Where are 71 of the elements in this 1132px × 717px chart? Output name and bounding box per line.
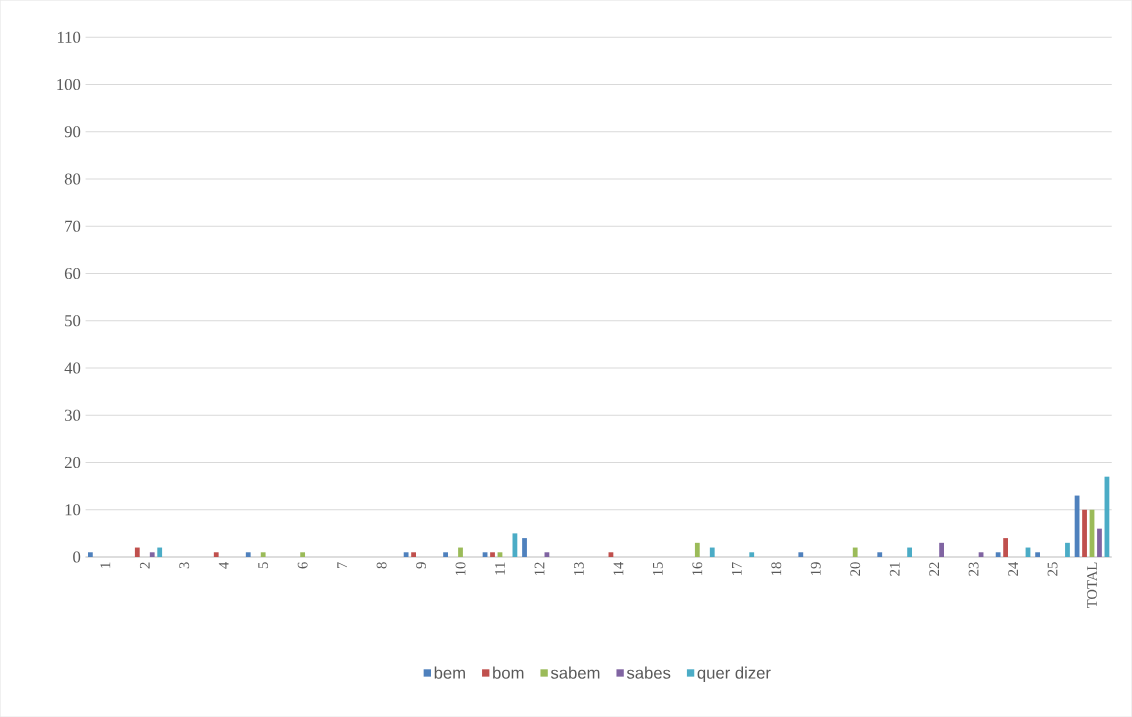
bar — [403, 552, 409, 557]
x-tick-label: 10 — [455, 562, 466, 575]
bar — [995, 552, 1001, 557]
x-tick-label: 21 — [889, 562, 900, 576]
x-tick-label: 4 — [218, 561, 229, 569]
x-tick-label: 6 — [297, 562, 308, 569]
x-tick-label: 15 — [652, 562, 663, 575]
x-tick-label: 8 — [376, 562, 387, 569]
bar — [411, 552, 416, 557]
x-tick-label: 13 — [574, 562, 584, 575]
bar — [149, 552, 155, 557]
x-tick-label: 7 — [337, 562, 347, 568]
bar — [213, 552, 219, 557]
x-tick-label: 20 — [850, 562, 861, 576]
y-tick-label: 10 — [65, 504, 81, 516]
bar — [522, 538, 527, 557]
bar — [1097, 528, 1102, 557]
y-tick-label: 80 — [64, 173, 81, 185]
bar — [490, 552, 495, 557]
bar — [1003, 538, 1009, 557]
x-tick-label: TOTAL — [1087, 562, 1097, 608]
bar — [260, 552, 266, 557]
bar — [798, 552, 804, 557]
x-tick-label: 18 — [771, 562, 782, 575]
legend-label: quer dizer — [697, 666, 771, 682]
y-tick-label: 100 — [57, 78, 81, 91]
x-tick-label: 14 — [613, 561, 624, 575]
bar — [134, 547, 140, 557]
bar — [749, 552, 755, 557]
y-tick-label: 0 — [73, 551, 81, 563]
bar — [939, 542, 944, 557]
x-tick-label: 19 — [810, 562, 821, 575]
y-tick-label: 40 — [64, 362, 81, 374]
x-tick-label: 5 — [258, 562, 269, 569]
x-tick-label: 11 — [495, 562, 505, 575]
bar — [877, 552, 883, 557]
x-tick-label: 12 — [534, 562, 545, 575]
x-tick-label: 24 — [1008, 561, 1018, 576]
y-tick-label: 90 — [64, 126, 81, 138]
y-tick-label: 20 — [64, 456, 81, 469]
bar — [1035, 552, 1041, 557]
x-tick-label: 3 — [179, 562, 190, 569]
legend-label: sabem — [550, 666, 600, 679]
bar — [852, 547, 858, 557]
y-tick-label: 70 — [65, 220, 81, 232]
bar — [694, 542, 700, 557]
bar — [1065, 542, 1070, 557]
y-tick-label: 30 — [64, 409, 81, 421]
bar — [245, 552, 251, 557]
bar — [157, 547, 163, 557]
x-tick-label: 22 — [929, 562, 939, 576]
bar — [907, 547, 912, 557]
legend-label: bem — [434, 666, 465, 679]
bar — [443, 552, 448, 557]
x-tick-label: 1 — [100, 562, 111, 568]
x-tick-label: 17 — [731, 562, 742, 575]
bar — [300, 552, 306, 557]
bar — [458, 547, 463, 557]
bar — [87, 552, 93, 557]
y-tick-label: 50 — [65, 315, 81, 327]
bar — [709, 547, 715, 557]
x-tick-label: 2 — [139, 562, 150, 569]
y-tick-label: 60 — [64, 267, 81, 280]
y-tick-label: 110 — [57, 31, 81, 43]
x-tick-label: 16 — [692, 562, 703, 575]
bar — [1082, 509, 1087, 557]
x-tick-label: 9 — [416, 562, 426, 569]
x-tick-label: 25 — [1047, 562, 1058, 576]
x-tick-label: 23 — [968, 562, 979, 576]
legend-label: sabes — [626, 666, 671, 679]
legend-label: bom — [493, 666, 524, 679]
